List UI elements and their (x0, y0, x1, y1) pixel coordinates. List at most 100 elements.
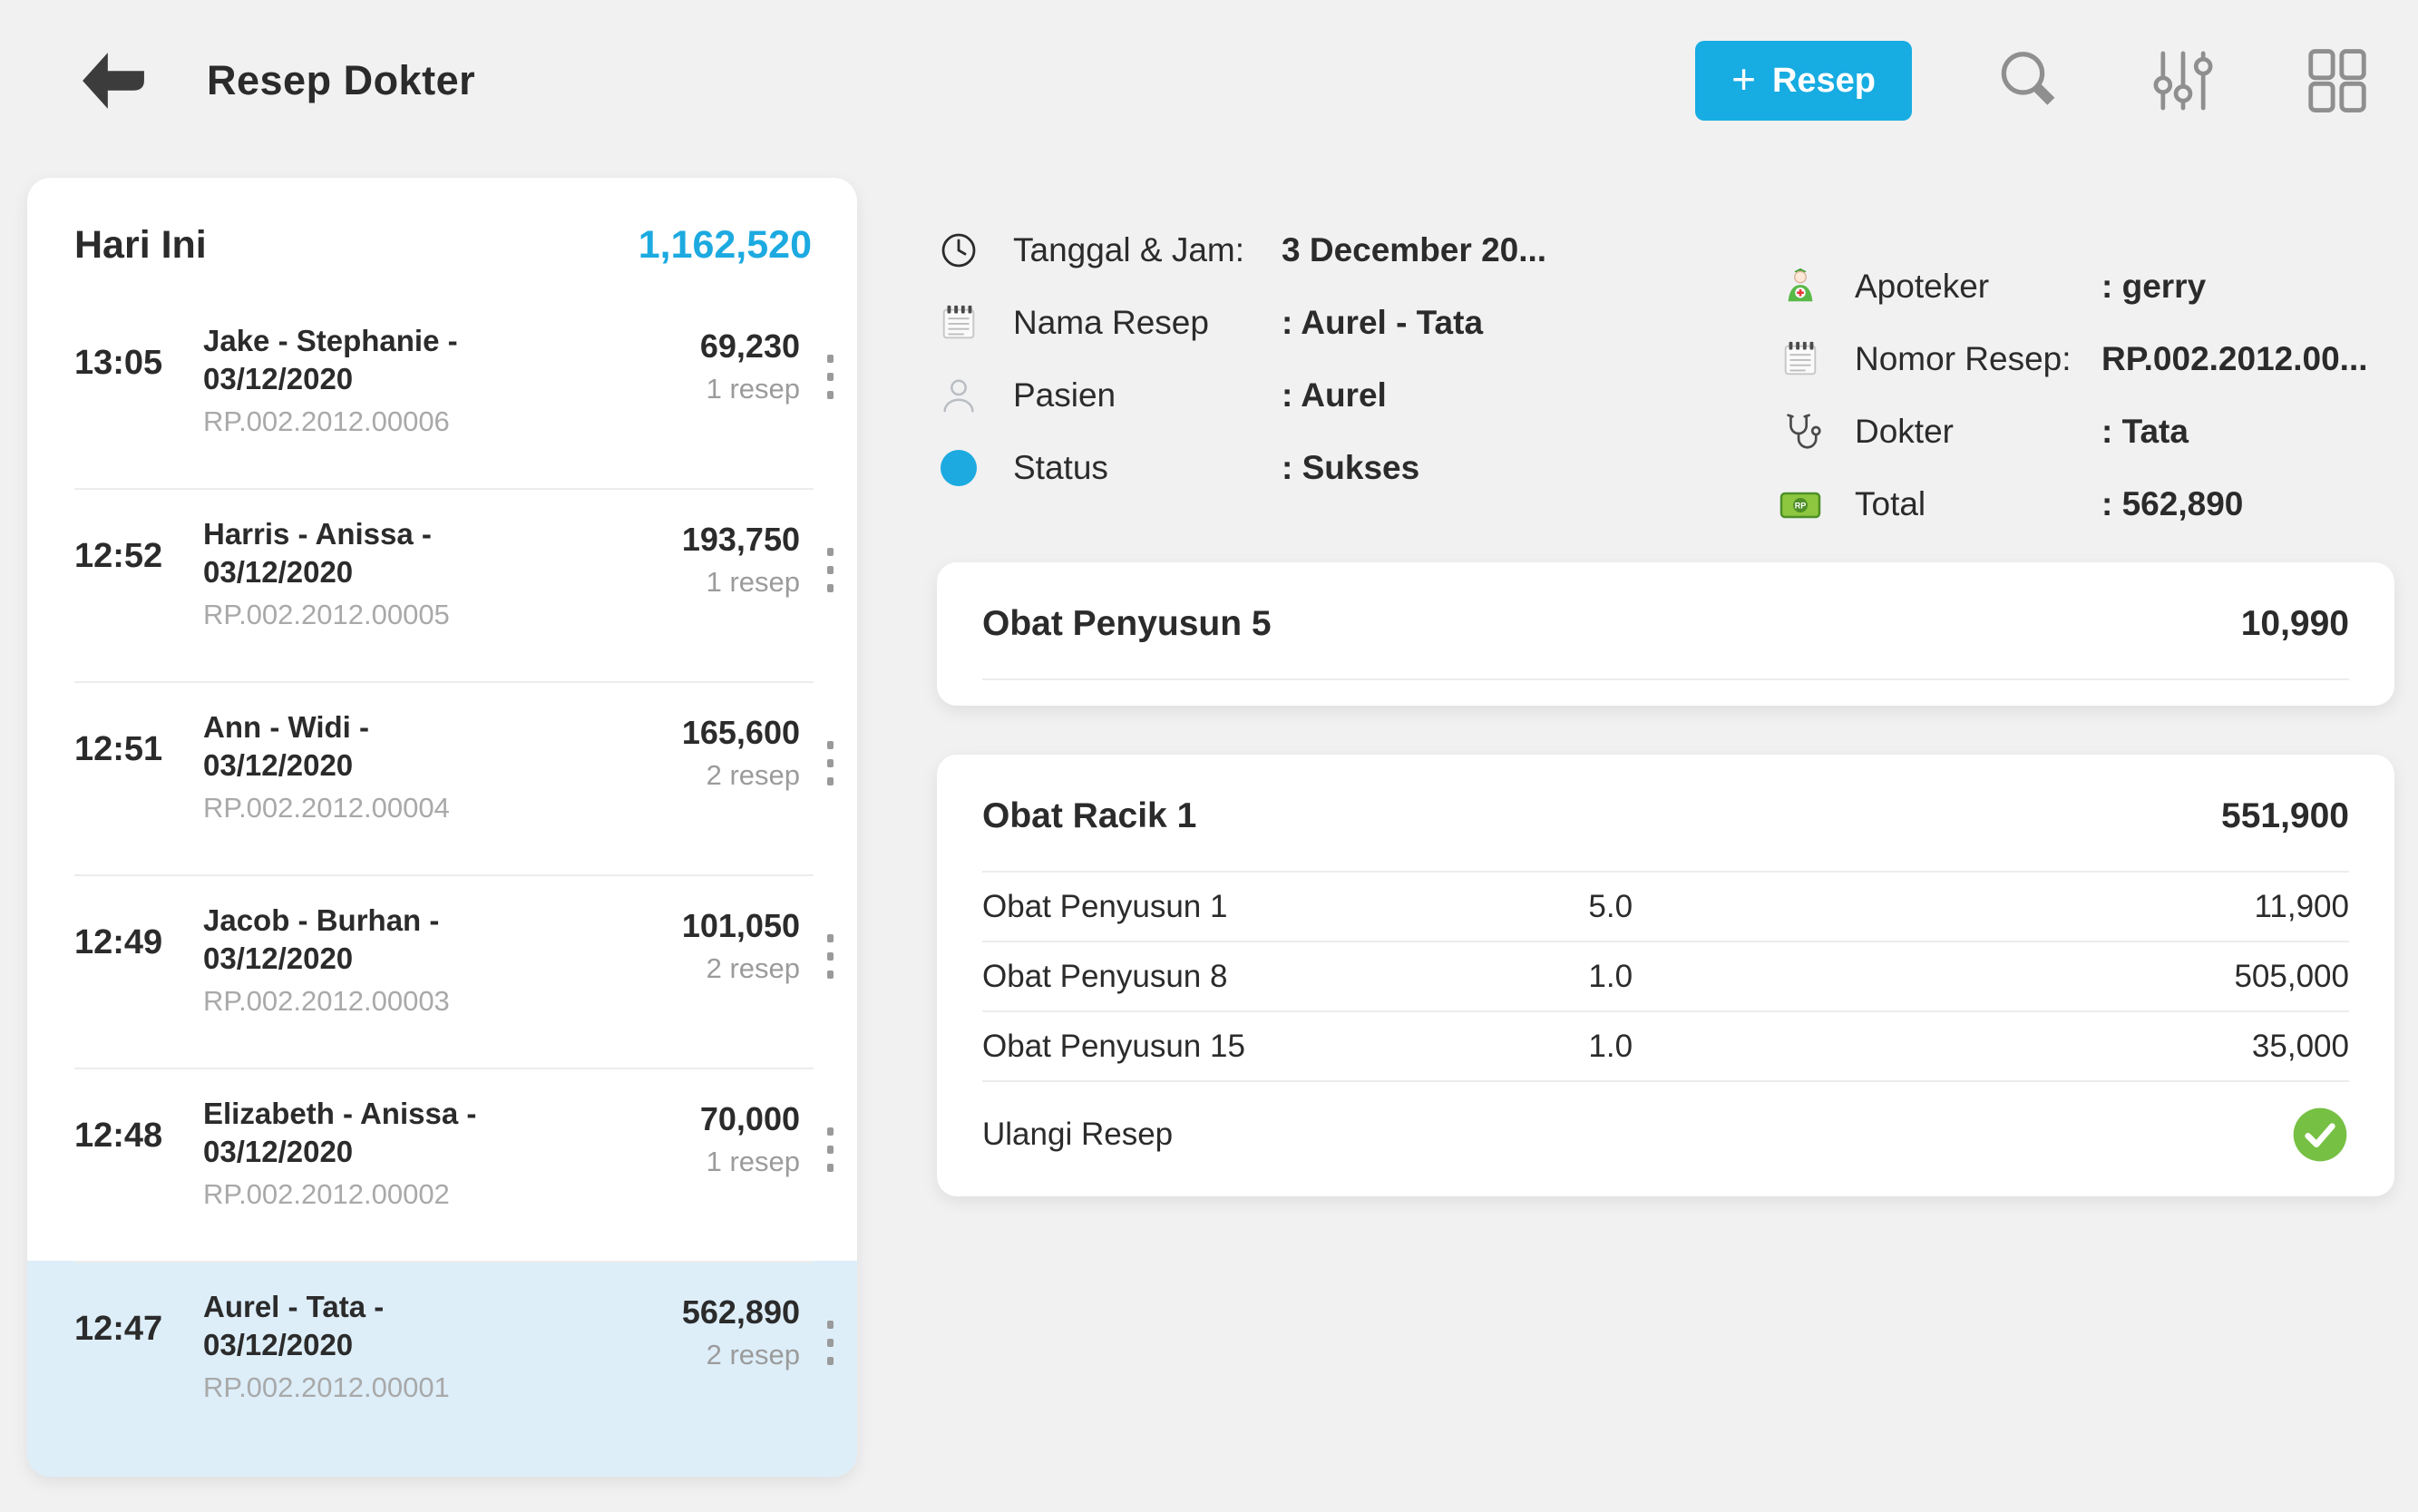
obat-card-amount: 551,900 (2221, 796, 2349, 835)
clock-icon (937, 229, 980, 272)
status-dot-icon (937, 446, 980, 490)
obat-card: Obat Penyusun 5 10,990 (937, 562, 2394, 706)
filter-button[interactable] (2146, 44, 2220, 118)
back-arrow-icon (83, 53, 144, 109)
ingredient-price: 35,000 (2251, 1028, 2349, 1064)
prescription-name: Elizabeth - Anissa -03/12/2020 (203, 1097, 477, 1168)
list-item[interactable]: 12:51 Ann - Widi -03/12/2020 RP.002.2012… (27, 681, 857, 874)
detail-panel: Tanggal & Jam: 3 December 20... Nama Res… (937, 178, 2394, 1196)
note-icon (937, 301, 980, 345)
more-options-icon[interactable] (827, 548, 834, 681)
prescription-count: 2 resep (706, 952, 800, 984)
obat-card-amount: 10,990 (2240, 604, 2349, 643)
summary-total: 1,162,520 (638, 223, 812, 267)
detail-value: 3 December 20... (1282, 231, 1547, 268)
prescription-count: 1 resep (706, 1146, 800, 1177)
obat-card-title: Obat Penyusun 5 (982, 604, 1272, 643)
prescription-amount: 165,600 (681, 714, 800, 751)
list-item[interactable]: 12:49 Jacob - Burhan -03/12/2020 RP.002.… (27, 874, 857, 1068)
list-item-selected[interactable]: 12:47 Aurel - Tata -03/12/2020 RP.002.20… (27, 1261, 857, 1477)
detail-row: Status : Sukses (937, 432, 1699, 504)
filter-sliders-icon (2153, 51, 2213, 111)
search-button[interactable] (1992, 44, 2066, 118)
detail-value: : Tata (2101, 413, 2189, 450)
ulangi-resep-row: Ulangi Resep (982, 1082, 2349, 1196)
prescription-name: Jake - Stephanie -03/12/2020 (203, 324, 458, 395)
prescription-amount: 562,890 (681, 1293, 800, 1331)
detail-value: : Aurel (1282, 376, 1387, 414)
obat-card-title: Obat Racik 1 (982, 796, 1197, 835)
more-options-icon[interactable] (827, 934, 834, 1068)
prescription-count: 2 resep (706, 1339, 800, 1371)
detail-value: : Sukses (1282, 449, 1420, 486)
list-panel-header: Hari Ini 1,162,520 (27, 178, 857, 295)
prescription-time: 12:49 (74, 923, 163, 961)
back-button[interactable] (80, 47, 147, 114)
grid-view-icon (2308, 49, 2366, 112)
prescription-count: 1 resep (706, 566, 800, 598)
prescription-amount: 69,230 (699, 327, 800, 365)
prescription-time: 12:47 (74, 1310, 163, 1348)
grid-view-button[interactable] (2300, 44, 2374, 118)
person-icon (937, 374, 980, 417)
list-item[interactable]: 12:52 Harris - Anissa -03/12/2020 RP.002… (27, 488, 857, 681)
money-icon: RP (1779, 483, 1822, 526)
divider (982, 678, 2349, 680)
search-icon (2001, 52, 2055, 105)
list-item[interactable]: 12:48 Elizabeth - Anissa -03/12/2020 RP.… (27, 1068, 857, 1261)
prescription-name: Aurel - Tata -03/12/2020 (203, 1290, 385, 1361)
prescription-amount: 70,000 (699, 1100, 800, 1137)
prescription-list-panel: Hari Ini 1,162,520 13:05 Jake - Stephani… (27, 178, 857, 1477)
detail-value: : Aurel - Tata (1282, 304, 1484, 341)
svg-text:RP: RP (1795, 502, 1807, 511)
ingredient-price: 505,000 (2234, 958, 2349, 994)
prescription-name: Jacob - Burhan -03/12/2020 (203, 903, 440, 975)
ingredient-name: Obat Penyusun 1 (982, 888, 1228, 924)
more-options-icon[interactable] (827, 1321, 834, 1477)
prescription-time: 13:05 (74, 344, 163, 382)
stethoscope-icon (1779, 410, 1822, 454)
detail-row: RP Total : 562,890 (1779, 468, 2394, 541)
prescription-code: RP.002.2012.00002 (203, 1178, 450, 1210)
detail-row: Dokter : Tata (1779, 395, 2394, 468)
detail-label: Pasien (1013, 376, 1116, 414)
detail-label: Apoteker (1855, 268, 1990, 305)
prescription-time: 12:52 (74, 537, 163, 575)
add-resep-label: Resep (1771, 61, 1876, 100)
obat-racik-card: Obat Racik 1 551,900 Obat Penyusun 1 5.0… (937, 755, 2394, 1196)
ingredient-qty: 5.0 (1588, 888, 1633, 924)
list-item[interactable]: 13:05 Jake - Stephanie -03/12/2020 RP.00… (27, 295, 857, 488)
more-options-icon[interactable] (827, 355, 834, 488)
check-circle-icon (2291, 1106, 2349, 1164)
prescription-time: 12:51 (74, 730, 163, 768)
ingredient-name: Obat Penyusun 15 (982, 1028, 1245, 1064)
detail-row: Nomor Resep: RP.002.2012.00... (1779, 323, 2394, 395)
detail-value: : 562,890 (2101, 485, 2244, 522)
ingredient-name: Obat Penyusun 8 (982, 958, 1228, 994)
detail-label: Tanggal & Jam: (1013, 231, 1245, 268)
detail-row: Apoteker : gerry (1779, 250, 2394, 323)
ingredient-qty: 1.0 (1588, 1028, 1633, 1064)
detail-label: Total (1855, 485, 1926, 522)
ulangi-resep-label: Ulangi Resep (982, 1117, 1174, 1152)
ingredient-row: Obat Penyusun 1 5.0 11,900 (982, 873, 2349, 942)
topbar-actions: + Resep (1695, 41, 2374, 121)
more-options-icon[interactable] (827, 1127, 834, 1261)
add-resep-button[interactable]: + Resep (1695, 41, 1912, 121)
more-options-icon[interactable] (827, 741, 834, 874)
prescription-amount: 193,750 (681, 521, 800, 558)
pharmacist-icon (1779, 265, 1822, 308)
prescription-amount: 101,050 (681, 907, 800, 944)
detail-row: Pasien : Aurel (937, 359, 1699, 432)
ingredient-qty: 1.0 (1588, 958, 1633, 994)
detail-value: RP.002.2012.00... (2101, 340, 2368, 377)
prescription-code: RP.002.2012.00001 (203, 1371, 450, 1403)
detail-label: Nama Resep (1013, 304, 1209, 341)
detail-row: Tanggal & Jam: 3 December 20... (937, 214, 1699, 287)
page-title: Resep Dokter (207, 57, 476, 103)
divider (982, 871, 2349, 873)
prescription-list: 13:05 Jake - Stephanie -03/12/2020 RP.00… (27, 295, 857, 1477)
prescription-code: RP.002.2012.00003 (203, 985, 450, 1017)
prescription-name: Harris - Anissa -03/12/2020 (203, 517, 432, 589)
